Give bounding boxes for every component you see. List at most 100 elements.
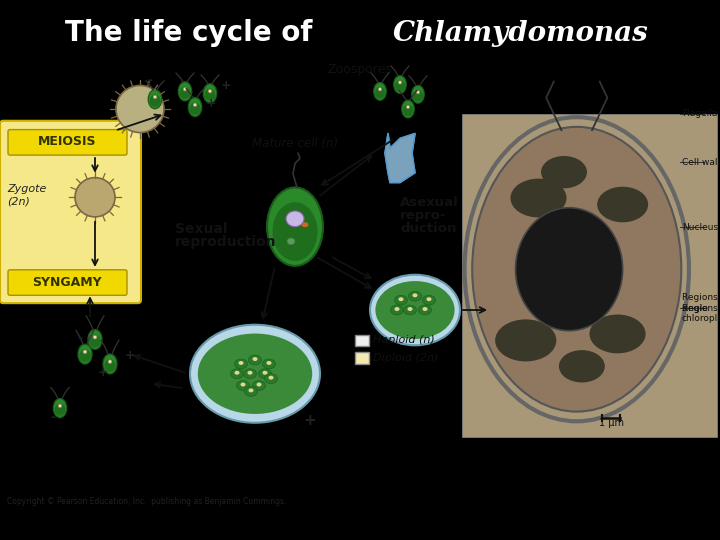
Ellipse shape	[413, 90, 423, 102]
Ellipse shape	[179, 82, 192, 101]
Text: Regions of
single
chloroplast: Regions of single chloroplast	[682, 293, 720, 323]
FancyBboxPatch shape	[8, 130, 127, 155]
Ellipse shape	[243, 369, 256, 379]
Text: Diploid (2n): Diploid (2n)	[373, 353, 438, 363]
Ellipse shape	[408, 307, 413, 311]
Ellipse shape	[89, 334, 101, 347]
Ellipse shape	[413, 293, 418, 297]
Text: +: +	[221, 79, 232, 92]
FancyBboxPatch shape	[8, 270, 127, 295]
Ellipse shape	[148, 90, 162, 109]
Ellipse shape	[183, 87, 187, 91]
Ellipse shape	[258, 369, 271, 379]
Ellipse shape	[78, 344, 92, 364]
Ellipse shape	[390, 305, 403, 315]
Ellipse shape	[559, 350, 605, 382]
Ellipse shape	[266, 361, 271, 365]
Text: -: -	[50, 411, 55, 424]
Text: +: +	[206, 97, 217, 110]
Text: Flagella: Flagella	[682, 110, 717, 118]
Ellipse shape	[103, 354, 117, 374]
Ellipse shape	[240, 382, 246, 387]
Text: Copyright © Pearson Education, Inc.  publishing as Benjamin Cummings.: Copyright © Pearson Education, Inc. publ…	[7, 497, 287, 505]
Ellipse shape	[402, 100, 414, 118]
Ellipse shape	[510, 179, 567, 218]
Ellipse shape	[590, 314, 646, 353]
Text: Nucleus: Nucleus	[682, 222, 718, 232]
Ellipse shape	[375, 87, 385, 98]
Ellipse shape	[395, 80, 405, 92]
Ellipse shape	[108, 360, 112, 363]
Ellipse shape	[375, 281, 454, 339]
Ellipse shape	[263, 371, 268, 375]
Ellipse shape	[150, 94, 161, 107]
Ellipse shape	[423, 307, 428, 311]
Ellipse shape	[394, 76, 406, 93]
Ellipse shape	[374, 83, 387, 100]
Circle shape	[116, 85, 164, 132]
Ellipse shape	[398, 297, 403, 301]
Ellipse shape	[264, 374, 277, 383]
Text: Haploid (n): Haploid (n)	[373, 335, 435, 346]
Ellipse shape	[235, 359, 248, 369]
Ellipse shape	[472, 127, 681, 411]
Ellipse shape	[269, 376, 274, 380]
Text: Asexual: Asexual	[400, 195, 459, 208]
Ellipse shape	[541, 156, 587, 188]
Text: SYNGAMY: SYNGAMY	[32, 276, 102, 289]
Ellipse shape	[198, 334, 312, 414]
Text: reproduction: reproduction	[175, 235, 276, 249]
Ellipse shape	[189, 102, 200, 114]
Ellipse shape	[203, 84, 217, 103]
Text: Sexual: Sexual	[175, 221, 228, 235]
Ellipse shape	[248, 388, 253, 393]
Ellipse shape	[267, 187, 323, 266]
Ellipse shape	[88, 329, 102, 349]
Ellipse shape	[53, 399, 67, 417]
Text: +: +	[304, 413, 316, 428]
Text: -: -	[77, 332, 82, 346]
Ellipse shape	[58, 404, 62, 408]
Ellipse shape	[302, 222, 308, 227]
Ellipse shape	[516, 208, 623, 330]
Ellipse shape	[398, 81, 402, 84]
Ellipse shape	[272, 202, 318, 261]
Ellipse shape	[597, 187, 648, 222]
Text: Regions of: Regions of	[682, 303, 720, 313]
Ellipse shape	[263, 359, 276, 369]
Ellipse shape	[408, 292, 421, 301]
FancyBboxPatch shape	[0, 121, 141, 303]
Ellipse shape	[253, 381, 266, 390]
Text: Zoospores: Zoospores	[328, 63, 392, 76]
Ellipse shape	[426, 297, 431, 301]
Text: Mature cell (n): Mature cell (n)	[252, 137, 338, 150]
Ellipse shape	[416, 91, 420, 94]
Text: +: +	[98, 366, 109, 379]
Ellipse shape	[238, 361, 243, 365]
Ellipse shape	[204, 89, 215, 101]
Ellipse shape	[412, 85, 424, 103]
Ellipse shape	[83, 350, 87, 354]
Ellipse shape	[208, 89, 212, 93]
Ellipse shape	[395, 295, 408, 305]
Ellipse shape	[403, 305, 416, 315]
Ellipse shape	[403, 105, 413, 116]
Text: MEIOSIS: MEIOSIS	[37, 135, 96, 148]
Ellipse shape	[235, 371, 240, 375]
Text: -: -	[147, 75, 152, 87]
Ellipse shape	[287, 238, 295, 245]
Ellipse shape	[378, 87, 382, 91]
Text: Zygote: Zygote	[7, 184, 46, 194]
Ellipse shape	[495, 319, 557, 361]
Ellipse shape	[188, 98, 202, 117]
Ellipse shape	[248, 371, 253, 375]
Ellipse shape	[153, 95, 157, 99]
Bar	[355, 334, 369, 346]
Text: duction: duction	[400, 222, 456, 235]
Ellipse shape	[55, 403, 66, 416]
Text: (2n): (2n)	[7, 196, 30, 206]
Ellipse shape	[253, 357, 258, 361]
Text: Cell wall: Cell wall	[682, 158, 720, 167]
Ellipse shape	[79, 349, 91, 362]
Ellipse shape	[179, 86, 190, 99]
